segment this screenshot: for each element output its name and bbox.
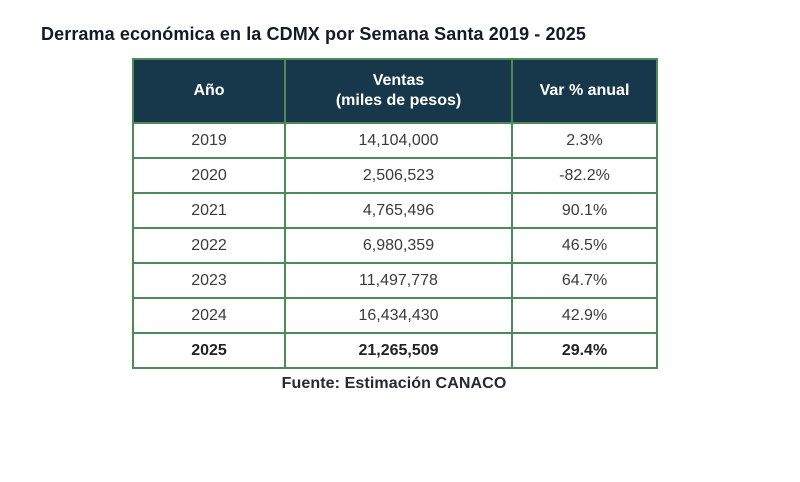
- cell-ventas: 11,497,778: [284, 262, 513, 299]
- cell-var: -82.2%: [511, 157, 658, 194]
- header-row: Año Ventas (miles de pesos) Var % anual: [132, 58, 658, 124]
- table-row: 2020 2,506,523 -82.2%: [132, 157, 658, 194]
- table-row: 2023 11,497,778 64.7%: [132, 262, 658, 299]
- cell-ventas: 21,265,509: [284, 332, 513, 369]
- data-table: Año Ventas (miles de pesos) Var % anual …: [132, 58, 658, 369]
- column-header-sales-line2: (miles de pesos): [335, 92, 462, 109]
- cell-ventas: 2,506,523: [284, 157, 513, 194]
- cell-var: 64.7%: [511, 262, 658, 299]
- cell-year: 2025: [132, 332, 286, 369]
- cell-ventas: 6,980,359: [284, 227, 513, 264]
- cell-var: 2.3%: [511, 122, 658, 159]
- table-row: 2019 14,104,000 2.3%: [132, 122, 658, 159]
- table-body: 2019 14,104,000 2.3% 2020 2,506,523 -82.…: [132, 122, 658, 369]
- table-row: 2024 16,434,430 42.9%: [132, 297, 658, 334]
- cell-ventas: 16,434,430: [284, 297, 513, 334]
- chart-title: Derrama económica en la CDMX por Semana …: [41, 24, 586, 44]
- cell-year: 2020: [132, 157, 286, 194]
- cell-var: 29.4%: [511, 332, 658, 369]
- table-row: 2022 6,980,359 46.5%: [132, 227, 658, 264]
- cell-year: 2023: [132, 262, 286, 299]
- cell-year: 2019: [132, 122, 286, 159]
- cell-ventas: 4,765,496: [284, 192, 513, 229]
- cell-var: 90.1%: [511, 192, 658, 229]
- table-container: Año Ventas (miles de pesos) Var % anual …: [132, 58, 658, 393]
- column-header-var: Var % anual: [511, 58, 658, 124]
- table-header: Año Ventas (miles de pesos) Var % anual: [132, 58, 658, 124]
- column-header-year: Año: [132, 58, 286, 124]
- source-note: Fuente: Estimación CANACO: [281, 375, 507, 392]
- cell-year: 2024: [132, 297, 286, 334]
- table-row-highlighted: 2025 21,265,509 29.4%: [132, 332, 658, 369]
- cell-ventas: 14,104,000: [284, 122, 513, 159]
- table-row: 2021 4,765,496 90.1%: [132, 192, 658, 229]
- column-header-sales-line1: Ventas: [372, 72, 425, 89]
- column-header-sales: Ventas (miles de pesos): [284, 58, 513, 124]
- cell-year: 2021: [132, 192, 286, 229]
- cell-year: 2022: [132, 227, 286, 264]
- cell-var: 46.5%: [511, 227, 658, 264]
- cell-var: 42.9%: [511, 297, 658, 334]
